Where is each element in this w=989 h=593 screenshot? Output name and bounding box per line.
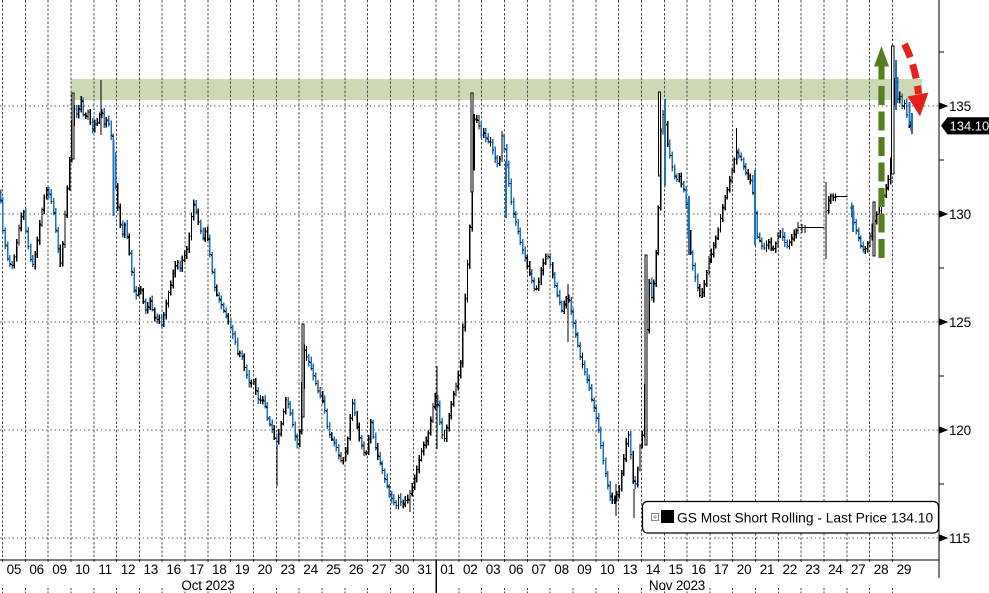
svg-text:20: 20 — [258, 562, 273, 577]
svg-text:08: 08 — [554, 562, 569, 577]
svg-text:25: 25 — [326, 562, 341, 577]
svg-text:GS Most Short Rolling - Last P: GS Most Short Rolling - Last Price 134.1… — [677, 511, 933, 526]
svg-text:27: 27 — [851, 562, 866, 577]
svg-text:30: 30 — [395, 562, 410, 577]
svg-text:26: 26 — [349, 562, 364, 577]
svg-text:05: 05 — [7, 562, 22, 577]
svg-text:15: 15 — [668, 562, 683, 577]
svg-text:29: 29 — [897, 562, 912, 577]
svg-text:10: 10 — [75, 562, 90, 577]
svg-text:31: 31 — [417, 562, 432, 577]
svg-text:09: 09 — [577, 562, 592, 577]
svg-text:134.10: 134.10 — [950, 119, 989, 134]
svg-text:18: 18 — [212, 562, 227, 577]
svg-text:Nov 2023: Nov 2023 — [649, 578, 705, 593]
svg-text:03: 03 — [486, 562, 501, 577]
svg-text:09: 09 — [52, 562, 67, 577]
svg-text:Oct 2023: Oct 2023 — [181, 578, 234, 593]
svg-text:17: 17 — [189, 562, 204, 577]
svg-text:14: 14 — [646, 562, 661, 577]
svg-text:12: 12 — [121, 562, 136, 577]
svg-text:27: 27 — [372, 562, 387, 577]
svg-text:125: 125 — [949, 315, 971, 330]
svg-text:06: 06 — [509, 562, 524, 577]
svg-text:21: 21 — [760, 562, 775, 577]
svg-text:22: 22 — [782, 562, 797, 577]
svg-text:24: 24 — [303, 562, 318, 577]
svg-text:13: 13 — [143, 562, 158, 577]
svg-text:120: 120 — [949, 423, 971, 438]
svg-text:135: 135 — [949, 99, 971, 114]
svg-text:24: 24 — [828, 562, 843, 577]
svg-text:07: 07 — [531, 562, 546, 577]
svg-text:17: 17 — [714, 562, 729, 577]
svg-text:23: 23 — [805, 562, 820, 577]
svg-text:20: 20 — [737, 562, 752, 577]
svg-text:02: 02 — [463, 562, 478, 577]
svg-text:13: 13 — [623, 562, 638, 577]
svg-text:10: 10 — [600, 562, 615, 577]
svg-text:16: 16 — [166, 562, 181, 577]
svg-text:115: 115 — [949, 531, 970, 546]
svg-text:23: 23 — [280, 562, 295, 577]
svg-text:19: 19 — [235, 562, 250, 577]
svg-text:11: 11 — [98, 562, 112, 577]
svg-text:06: 06 — [29, 562, 44, 577]
svg-text:130: 130 — [949, 207, 971, 222]
svg-text:16: 16 — [691, 562, 706, 577]
svg-text:28: 28 — [874, 562, 889, 577]
svg-text:01: 01 — [440, 562, 455, 577]
